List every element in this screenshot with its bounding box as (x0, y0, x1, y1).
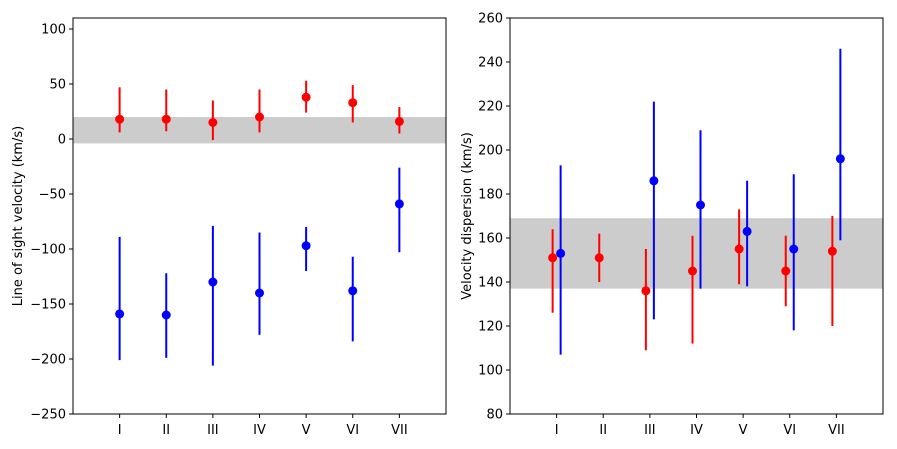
y-tick-label: 120 (478, 320, 503, 335)
y-tick-label: −100 (30, 243, 66, 258)
data-point (688, 266, 697, 276)
y-tick-label: −50 (39, 188, 66, 203)
data-point (394, 199, 404, 209)
data-point (115, 114, 125, 124)
x-tick-label: VII (391, 423, 408, 438)
x-tick-label: III (644, 423, 656, 438)
data-point (789, 244, 799, 254)
data-point (835, 154, 845, 164)
axes-frame (509, 17, 884, 415)
y-tick-label: 100 (478, 364, 503, 379)
y-tick-label: 180 (478, 188, 503, 203)
y-tick-label: −150 (30, 298, 66, 313)
y-tick-label: 260 (478, 12, 503, 27)
data-point (301, 92, 311, 102)
y-tick-label: 200 (478, 144, 503, 159)
data-point (208, 277, 218, 287)
y-tick-label: 50 (49, 78, 66, 93)
y-axis-label: Line of sight velocity (km/s) (11, 126, 26, 306)
x-tick-label: I (118, 423, 122, 438)
data-point (161, 310, 171, 320)
y-tick-label: 220 (478, 100, 503, 115)
y-axis-label: Velocity dispersion (km/s) (460, 132, 475, 300)
data-point (208, 118, 218, 127)
x-tick-label: IV (253, 423, 266, 438)
data-point (696, 200, 705, 210)
y-tick-label: 240 (478, 56, 503, 71)
data-point (556, 248, 566, 258)
y-tick-label: 140 (478, 276, 503, 291)
data-point (255, 288, 264, 298)
data-point (255, 112, 264, 122)
x-tick-label: II (162, 423, 170, 438)
data-point (394, 116, 404, 126)
x-tick-label: V (302, 423, 311, 438)
data-point (641, 286, 651, 296)
x-tick-label: VI (346, 423, 359, 438)
y-tick-label: 0 (58, 133, 66, 148)
y-tick-label: −250 (30, 408, 66, 423)
data-point (649, 176, 659, 186)
y-tick-label: 80 (486, 408, 503, 423)
data-point (115, 309, 125, 319)
data-point (348, 98, 358, 108)
x-tick-label: I (555, 423, 559, 438)
reference-band (510, 218, 883, 289)
data-point (742, 226, 752, 236)
y-tick-label: 100 (41, 23, 66, 38)
data-point (161, 114, 171, 124)
x-tick-label: V (739, 423, 748, 438)
data-point (301, 241, 311, 251)
data-point (734, 244, 744, 254)
data-point (781, 266, 791, 276)
x-tick-label: II (599, 423, 607, 438)
x-tick-label: VI (783, 423, 796, 438)
data-point (594, 253, 604, 263)
y-tick-label: −200 (30, 353, 66, 368)
x-tick-label: IV (690, 423, 703, 438)
x-tick-label: VII (828, 423, 845, 438)
y-tick-label: 160 (478, 232, 503, 247)
data-point (548, 253, 558, 263)
data-point (348, 286, 358, 296)
axes-frame (72, 17, 447, 415)
x-tick-label: III (207, 423, 219, 438)
data-point (827, 246, 837, 256)
